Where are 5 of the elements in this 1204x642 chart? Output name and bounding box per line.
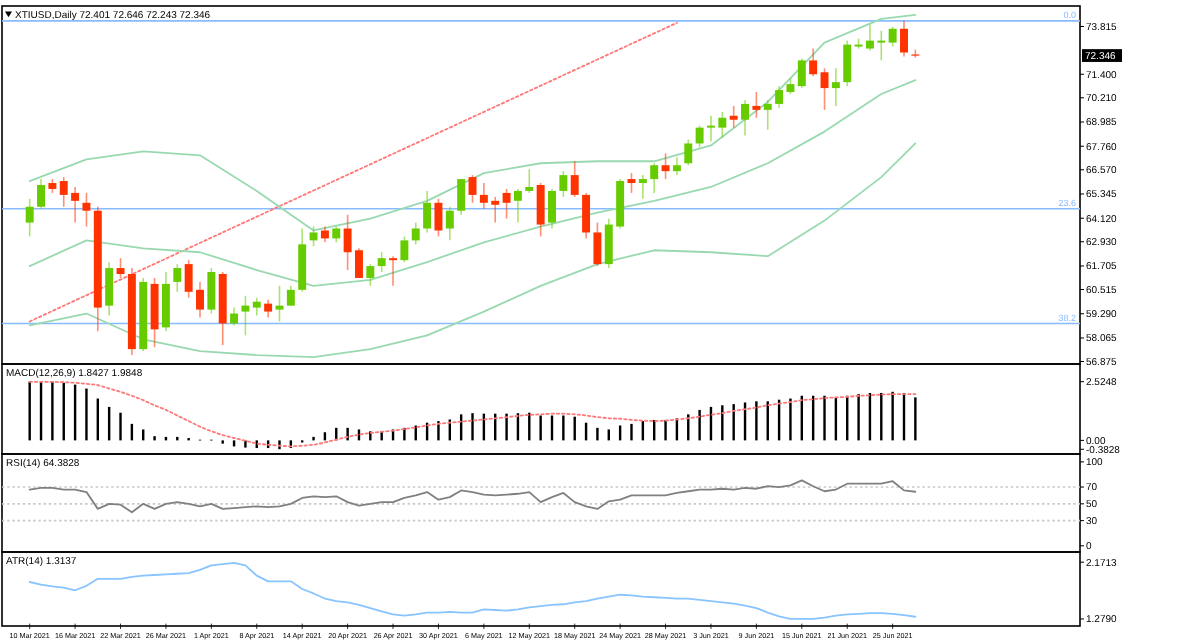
line-series: [28, 479, 917, 514]
line-series: [28, 79, 917, 287]
line-series: [28, 142, 917, 358]
line-series: [28, 562, 917, 620]
line-series: [28, 380, 917, 448]
